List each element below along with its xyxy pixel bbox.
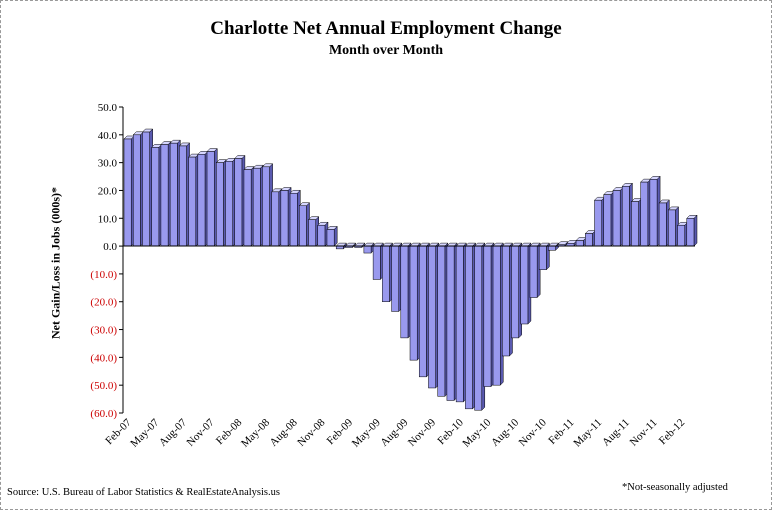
bar (510, 242, 523, 339)
x-tick-label: Nov-08 (295, 416, 328, 449)
bar (557, 241, 569, 247)
bar (483, 242, 495, 388)
bar (676, 221, 689, 247)
bar (427, 242, 440, 389)
x-tick-label: Nov-07 (185, 416, 218, 449)
x-tick-label: Nov-10 (517, 416, 550, 449)
x-tick-label: May-11 (571, 417, 604, 450)
bar (344, 242, 357, 249)
bar (529, 242, 541, 299)
bar (298, 202, 311, 247)
bar (206, 147, 218, 247)
x-tick-label: Aug-07 (157, 416, 190, 449)
bar (160, 140, 172, 247)
y-tick-label: 50.0 (98, 102, 118, 114)
x-tick-label: Nov-09 (406, 416, 439, 449)
bar (224, 157, 237, 247)
bar (243, 165, 255, 247)
y-tick-label: (10.0) (90, 269, 117, 281)
y-tick-label: 20.0 (98, 185, 118, 197)
bar (400, 242, 412, 339)
bar (547, 242, 560, 251)
x-tick-label: Aug-11 (600, 417, 632, 449)
bar (520, 242, 532, 325)
bar (584, 229, 597, 247)
bar (464, 242, 477, 410)
bar (363, 242, 375, 254)
bar (215, 159, 228, 247)
y-tick-label: 10.0 (98, 213, 118, 225)
bar (446, 242, 458, 402)
x-tick-label: May-07 (128, 416, 161, 449)
bar (280, 186, 292, 247)
x-tick-label: Feb-12 (657, 417, 688, 448)
x-tick-label: Nov-11 (628, 417, 660, 449)
bar (455, 242, 467, 403)
bar (492, 242, 504, 386)
x-tick-label: Aug-09 (378, 416, 411, 449)
y-tick-label: 30.0 (98, 158, 118, 170)
bar (289, 189, 301, 247)
bar (141, 128, 154, 247)
bar (123, 135, 135, 247)
bar (234, 154, 246, 247)
bar (658, 199, 670, 247)
x-tick-label: Aug-08 (268, 416, 301, 449)
bar (649, 175, 661, 247)
bar (132, 131, 145, 247)
bar (630, 197, 643, 247)
source-note: Source: U.S. Bureau of Labor Statistics … (7, 487, 280, 498)
bar (686, 214, 698, 247)
x-tick-label: May-09 (350, 416, 383, 449)
bar (667, 206, 680, 247)
bar (317, 221, 329, 247)
adjustment-note: *Not-seasonally adjusted (622, 482, 728, 493)
bar (381, 242, 394, 303)
bar (593, 196, 606, 247)
bar (187, 153, 200, 247)
bar (261, 163, 274, 247)
bar (566, 239, 578, 247)
y-tick-label: 40.0 (98, 130, 118, 142)
bar (612, 186, 624, 247)
bar (603, 191, 615, 247)
bar (252, 164, 264, 247)
x-tick-label: Aug-10 (489, 416, 522, 449)
y-tick-label: (20.0) (90, 297, 117, 309)
bar (354, 242, 366, 249)
bar (197, 150, 209, 247)
bar (409, 242, 421, 361)
bar (437, 242, 449, 397)
bar (640, 178, 652, 247)
chart-title: Charlotte Net Annual Employment Change (210, 18, 562, 39)
bar (390, 242, 403, 313)
bar (307, 216, 320, 247)
chart-subtitle: Month over Month (328, 43, 444, 58)
bar (372, 242, 384, 281)
bar (271, 188, 283, 247)
bar (538, 242, 550, 271)
y-tick-label: (60.0) (90, 408, 117, 420)
y-tick-label: (50.0) (90, 380, 117, 392)
bar-series (123, 128, 698, 411)
y-tick-label: 0.0 (103, 241, 117, 253)
x-tick-label: May-10 (460, 416, 493, 449)
bar (326, 225, 338, 247)
bar (169, 139, 181, 247)
bar (151, 143, 163, 247)
bar (178, 142, 191, 247)
bar (418, 242, 431, 378)
bar (575, 236, 587, 247)
bar (473, 242, 486, 411)
bar (501, 242, 514, 357)
y-tick-label: (30.0) (90, 325, 117, 337)
bar (621, 182, 634, 247)
y-tick-label: (40.0) (90, 352, 117, 364)
x-tick-label: May-08 (239, 416, 272, 449)
